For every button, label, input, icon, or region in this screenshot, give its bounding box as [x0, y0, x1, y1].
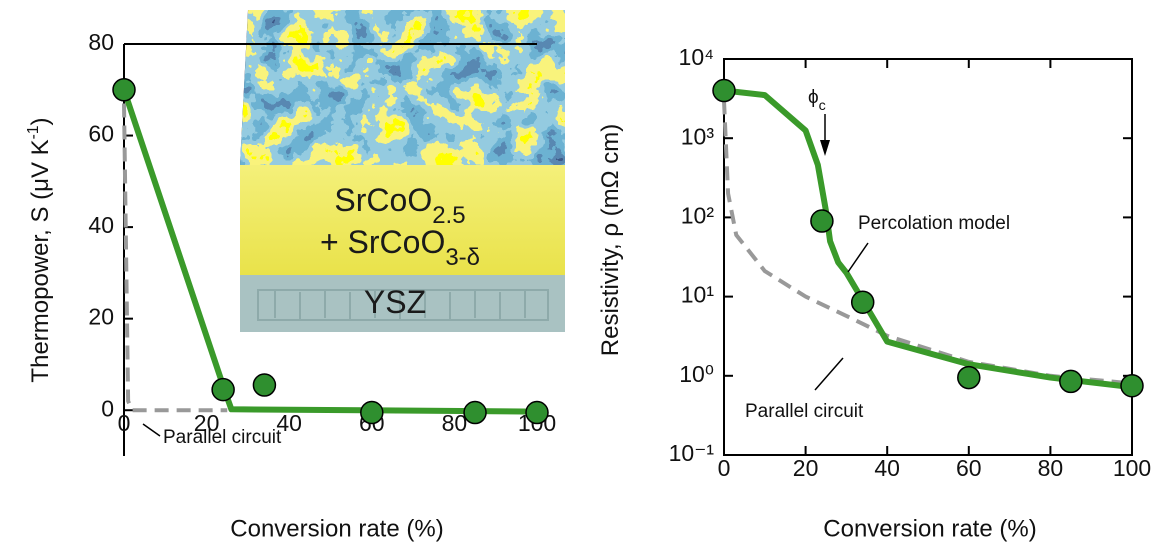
y-axis-title-text: Resistivity, ρ (mΩ cm) [597, 124, 624, 356]
figure: 0 20 40 60 80 0 20 40 60 80 100 Conversion rate (%)… [0, 0, 1167, 552]
x-tick-label: 80 [1038, 455, 1064, 481]
y-tick-label: 40 [88, 212, 114, 238]
x-tick-label: 0 [718, 455, 731, 481]
y-axis-title-sup: -1 [25, 125, 42, 139]
leader-line [815, 358, 843, 390]
data-point [212, 379, 234, 401]
y-tick-label: 60 [88, 121, 114, 147]
y-tick-label: 10³ [681, 123, 715, 149]
data-point [1060, 370, 1082, 392]
x-tick-label: 100 [1113, 455, 1151, 481]
x-tick-label: 0 [118, 410, 131, 436]
data-point [253, 374, 275, 396]
inset-label-sub: 3-δ [445, 244, 480, 271]
inset-label-text: SrCoO [334, 182, 432, 218]
y-tick-label: 80 [88, 29, 114, 55]
parallel-circuit-curve [124, 104, 227, 411]
inset-label-text: YSZ [364, 284, 426, 320]
data-point [464, 402, 486, 424]
inset-label: YSZ [364, 284, 426, 320]
y-tick-label: 10² [681, 202, 715, 228]
annotation: Parallel circuit [163, 427, 282, 448]
y-axis-title: Resistivity, ρ (mΩ cm) [597, 124, 624, 356]
leader-line [143, 424, 160, 436]
y-axis-title: Thermopower, S (μV K-1) [25, 117, 55, 382]
y-axis-title-text-tail: ) [27, 117, 54, 125]
parallel-circuit-curve [724, 100, 1132, 383]
annotation: Parallel circuit [745, 401, 864, 422]
y-tick-label: 20 [88, 304, 114, 330]
y-tick-label: 10⁴ [679, 44, 714, 70]
data-point [852, 291, 874, 313]
annotation: Percolation model [858, 213, 1010, 234]
data-point [526, 402, 548, 424]
y-tick-label: 10¹ [681, 282, 715, 308]
y-axis-title-text: Thermopower, S (μV K [27, 139, 54, 382]
inset-label-text: + SrCoO [320, 224, 445, 260]
data-point [361, 402, 383, 424]
x-tick-label: 40 [874, 455, 900, 481]
page: 0 20 40 60 80 0 20 40 60 80 100 Conversion rate (%)… [0, 0, 1167, 552]
top-texture [240, 10, 565, 165]
phi-c-label-text: ϕ [808, 87, 819, 108]
phi-c-label-sub: c [819, 98, 826, 114]
phi-c-label: ϕc [808, 87, 826, 114]
x-axis-title: Conversion rate (%) [823, 515, 1036, 542]
y-tick-label: 0 [101, 395, 114, 421]
plot-frame [724, 59, 1132, 455]
data-point [1121, 375, 1143, 397]
arrow-head [820, 140, 830, 156]
data-point [958, 367, 980, 389]
x-tick-label: 20 [793, 455, 819, 481]
x-tick-label: 60 [956, 455, 982, 481]
y-tick-label: 10⁻¹ [669, 440, 715, 466]
model-curve [724, 91, 1132, 388]
data-point [713, 80, 735, 102]
y-tick-label: 10⁰ [679, 361, 714, 387]
data-point [811, 210, 833, 232]
x-axis-title: Conversion rate (%) [230, 515, 443, 542]
leader-line [848, 243, 868, 272]
data-point [113, 79, 135, 101]
